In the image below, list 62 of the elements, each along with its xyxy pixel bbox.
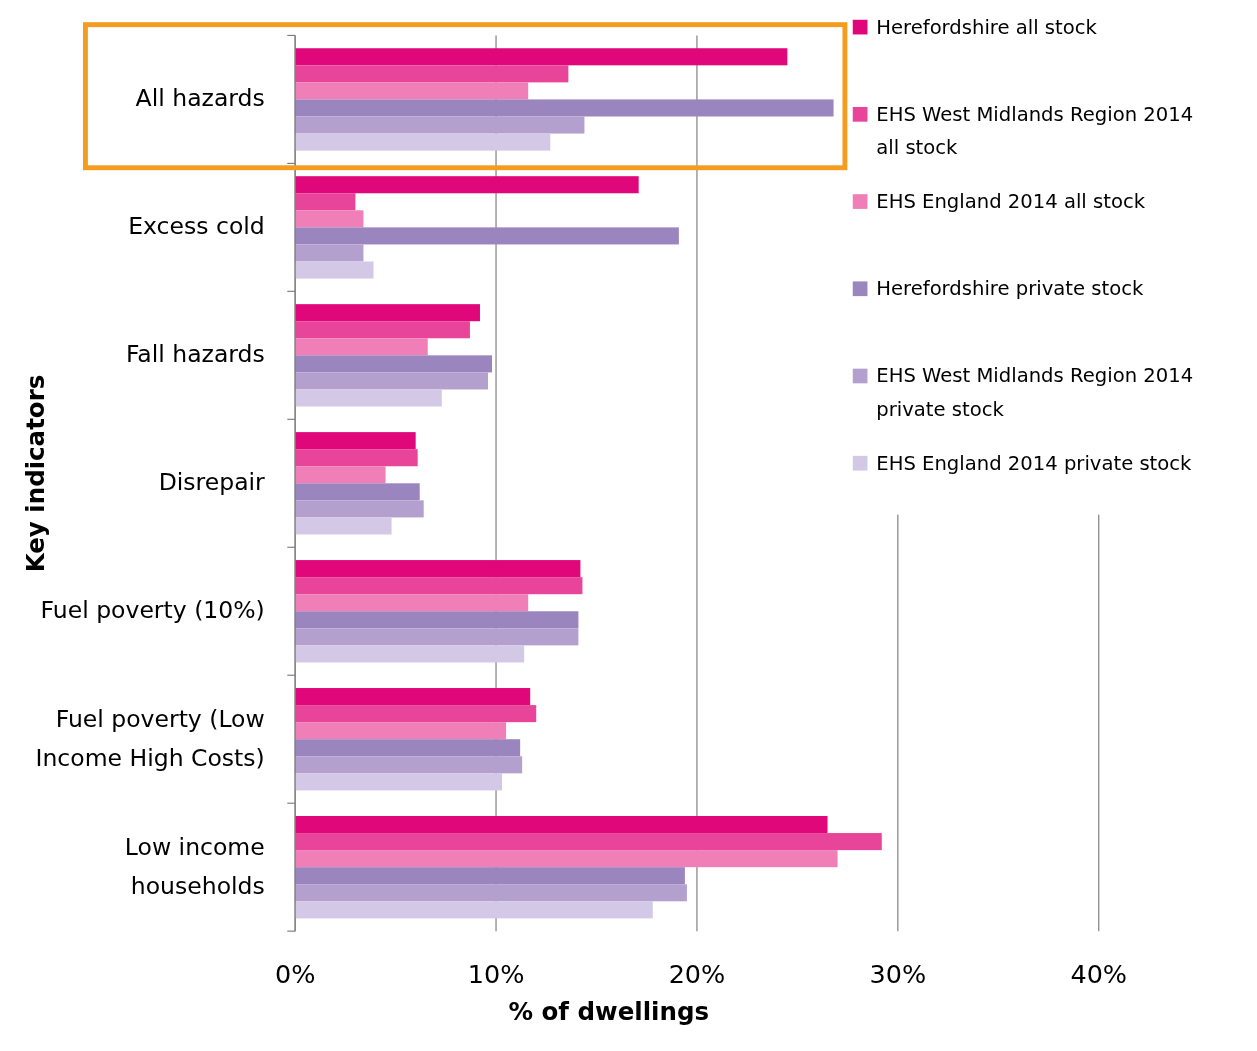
x-tick-label: 40% bbox=[1070, 959, 1128, 990]
bar bbox=[295, 99, 834, 117]
y-tick-label: Fuel poverty (Low Income High Costs) bbox=[35, 704, 265, 772]
bar bbox=[295, 645, 525, 663]
x-tick-label: 0% bbox=[274, 959, 316, 990]
bar bbox=[295, 577, 583, 595]
bar bbox=[295, 756, 523, 774]
bar bbox=[295, 210, 364, 228]
bar bbox=[295, 432, 416, 450]
y-tick-label: Fuel poverty (10%) bbox=[40, 595, 265, 624]
bar bbox=[295, 705, 537, 723]
bar bbox=[295, 244, 364, 262]
bar bbox=[295, 739, 521, 757]
bar bbox=[295, 133, 551, 151]
bar bbox=[295, 816, 828, 834]
bar bbox=[295, 611, 579, 629]
x-tick-label: 30% bbox=[869, 959, 927, 990]
bar bbox=[295, 338, 428, 356]
legend-label: EHS England 2014 all stock bbox=[876, 189, 1146, 213]
bar bbox=[295, 304, 480, 322]
bar bbox=[295, 321, 470, 339]
bar bbox=[295, 466, 386, 484]
bar bbox=[295, 389, 442, 407]
bar bbox=[295, 517, 392, 535]
bar bbox=[295, 483, 420, 501]
legend-label: EHS West Midlands Region 2014 all stock bbox=[876, 102, 1194, 159]
bar bbox=[295, 82, 529, 100]
y-tick-label: All hazards bbox=[135, 83, 265, 112]
bar bbox=[295, 773, 503, 791]
legend-label: EHS England 2014 private stock bbox=[876, 451, 1193, 475]
x-axis-title: % of dwellings bbox=[508, 996, 710, 1026]
bar bbox=[295, 833, 882, 851]
y-tick-label: Excess cold bbox=[128, 211, 265, 240]
bar bbox=[295, 261, 374, 279]
bar bbox=[295, 500, 424, 518]
y-tick-label: Fall hazards bbox=[125, 339, 265, 368]
bar bbox=[295, 850, 838, 868]
bar bbox=[295, 594, 529, 612]
bar bbox=[295, 372, 488, 390]
legend-label: EHS West Midlands Region 2014 private stock bbox=[876, 363, 1194, 421]
bar bbox=[295, 65, 569, 83]
bar bbox=[295, 901, 653, 919]
y-axis-title: Key indicators bbox=[21, 374, 51, 573]
bar bbox=[295, 176, 639, 194]
bar bbox=[295, 449, 418, 467]
y-tick-label: Disrepair bbox=[158, 467, 266, 496]
bar bbox=[295, 628, 579, 646]
bar bbox=[295, 560, 581, 578]
bar bbox=[295, 722, 507, 740]
bar bbox=[295, 355, 493, 373]
x-tick-label: 10% bbox=[467, 959, 525, 990]
bar bbox=[295, 227, 679, 245]
y-tick-label: Low income households bbox=[124, 832, 265, 900]
bar bbox=[295, 884, 687, 902]
legend-label: Herefordshire all stock bbox=[876, 15, 1098, 39]
bar bbox=[295, 48, 788, 66]
bar bbox=[295, 116, 585, 134]
bar bbox=[295, 867, 685, 885]
x-tick-label: 20% bbox=[668, 959, 726, 990]
legend-label: Herefordshire private stock bbox=[876, 276, 1144, 300]
bar bbox=[295, 688, 531, 706]
bar bbox=[295, 193, 356, 211]
